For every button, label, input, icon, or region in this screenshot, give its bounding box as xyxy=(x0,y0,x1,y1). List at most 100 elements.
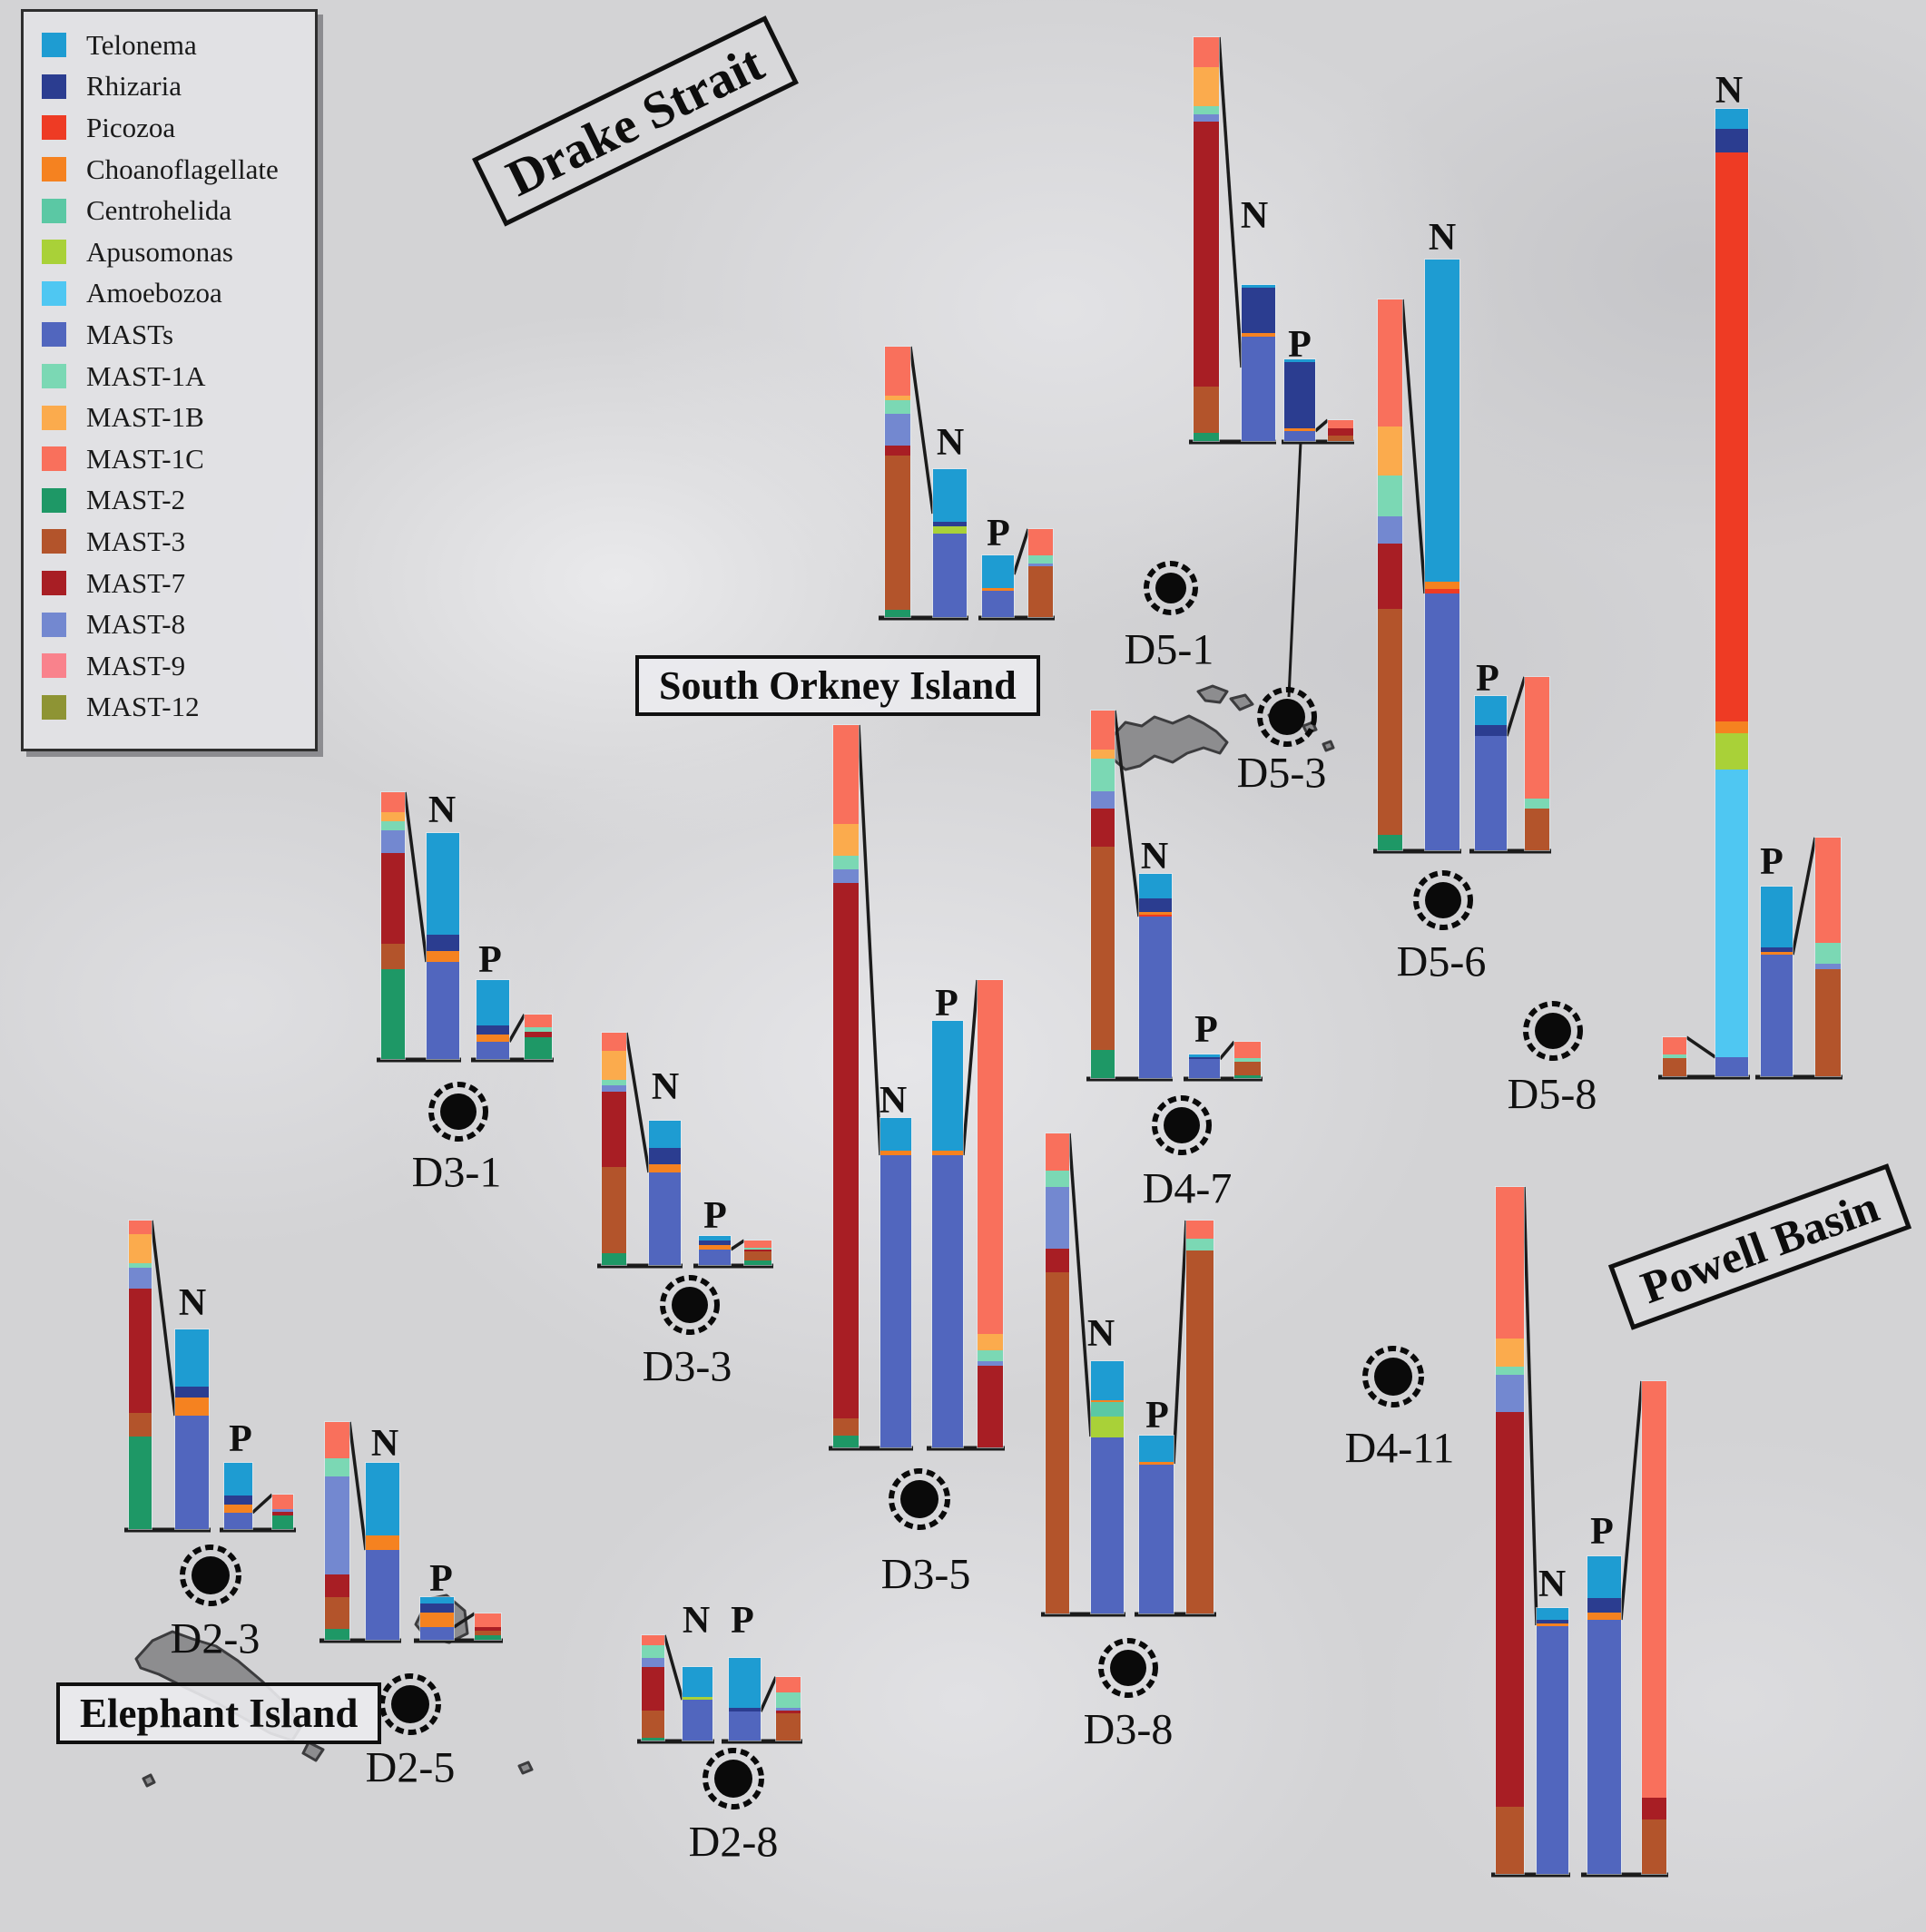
station-dot xyxy=(192,1556,230,1594)
sample-label-D4-11-N: N xyxy=(1538,1564,1567,1605)
bar-segment-MAST-1A xyxy=(381,821,405,831)
legend-swatch-MAST-2 xyxy=(42,487,66,513)
bar-segment-Telonema xyxy=(366,1463,399,1535)
bar-segment-Rhizaria xyxy=(477,1025,509,1035)
bar-segment-MAST-1B xyxy=(1496,1338,1524,1368)
bar-segment-MASTs xyxy=(1284,431,1315,441)
bar-segment-MAST-1C xyxy=(1642,1381,1666,1798)
station-dot-ring xyxy=(1362,1346,1424,1407)
bar-segment-MAST-3 xyxy=(129,1413,152,1437)
bar-segment-MAST-3 xyxy=(325,1596,349,1629)
legend-item-MAST-1C: MAST-1C xyxy=(42,438,315,480)
bar-segment-MAST-7 xyxy=(1378,544,1402,610)
bar-segment-MAST-1C xyxy=(1091,711,1115,750)
bar-segment-MASTs xyxy=(933,534,967,617)
legend-label: MAST-1C xyxy=(86,442,204,475)
bar-segment-MAST-3 xyxy=(1525,809,1549,850)
station-label-D3-1: D3-1 xyxy=(411,1148,502,1197)
bar-segment-Rhizaria xyxy=(427,935,459,951)
station-dot xyxy=(1164,1107,1200,1143)
bar-segment-MASTs xyxy=(880,1155,911,1447)
bar-segment-MAST-8 xyxy=(833,869,859,884)
stacked-bar-D3-3-N-main xyxy=(648,1120,682,1266)
bar-segment-MAST-7 xyxy=(325,1574,349,1597)
station-dot xyxy=(714,1760,752,1798)
bar-segment-MASTs xyxy=(1189,1058,1220,1078)
legend-swatch-MASTs xyxy=(42,322,66,348)
legend-swatch-MAST-7 xyxy=(42,571,66,596)
bar-segment-Telonema xyxy=(224,1463,252,1496)
station-dot xyxy=(440,1093,477,1130)
bar-segment-Picozoa xyxy=(1715,152,1748,721)
legend-label: MASTs xyxy=(86,318,174,350)
bar-segment-MAST-1A xyxy=(1815,942,1841,965)
sample-label-D2-5-P: P xyxy=(429,1558,453,1600)
station-dot-ring xyxy=(660,1275,720,1335)
bar-segment-MAST-1C xyxy=(325,1422,349,1459)
bar-segment-Choanoflagellate xyxy=(982,588,1014,591)
station-dot xyxy=(391,1685,429,1723)
bar-segment-MAST-2 xyxy=(325,1628,349,1640)
bar-segment-MAST-3 xyxy=(776,1713,801,1741)
legend-item-MAST-9: MAST-9 xyxy=(42,645,315,687)
bar-segment-MAST-1C xyxy=(744,1241,771,1249)
sample-label-D5-3-P: P xyxy=(1288,324,1312,366)
bar-segment-Telonema xyxy=(1425,260,1459,582)
bar-segment-MASTs xyxy=(932,1154,963,1447)
bar-segment-MAST-3 xyxy=(1815,968,1841,1076)
mast-expansion-connector-line xyxy=(909,346,935,515)
bar-segment-Choanoflagellate xyxy=(1537,1623,1568,1626)
bar-segment-MASTs xyxy=(1475,736,1507,850)
stacked-bar-D3-1-P-mast xyxy=(524,1014,553,1060)
stacked-bar-D2-5-N-mast xyxy=(324,1421,350,1641)
legend-label: MAST-3 xyxy=(86,525,186,557)
bar-segment-Choanoflagellate xyxy=(932,1150,963,1155)
stacked-bar-D4-7-P-main xyxy=(1188,1054,1221,1079)
legend-label: Apusomonas xyxy=(86,235,233,268)
station-dot-ring xyxy=(1413,870,1473,930)
stacked-bar-D3-8-N-mast xyxy=(1045,1133,1070,1614)
bar-segment-Telonema xyxy=(1242,285,1275,289)
legend-swatch-MAST-9 xyxy=(42,653,66,679)
bar-segment-MAST-2 xyxy=(475,1635,501,1640)
mast-expansion-connector-line xyxy=(1012,528,1030,575)
stacked-bar-D5-6-N-mast xyxy=(1377,299,1403,851)
bar-segment-MAST-1A xyxy=(642,1645,664,1658)
island-shape xyxy=(1322,740,1335,752)
sample-label-D5-1-P: P xyxy=(987,513,1010,554)
bar-segment-Apusomonas xyxy=(1091,1416,1124,1437)
bar-segment-Rhizaria xyxy=(1761,946,1793,953)
bar-segment-MAST-1C xyxy=(1028,529,1053,556)
legend-item-MAST-2: MAST-2 xyxy=(42,480,315,522)
bar-segment-MAST-8 xyxy=(885,413,910,446)
stacked-bar-D5-1-P-main xyxy=(981,554,1015,618)
bar-segment-MAST-1A xyxy=(525,1027,552,1033)
bar-segment-Telonema xyxy=(1189,1054,1220,1057)
stacked-bar-D4-7-P-mast xyxy=(1233,1041,1262,1079)
station-label-D5-3: D5-3 xyxy=(1236,749,1327,798)
bar-segment-Choanoflagellate xyxy=(699,1245,731,1250)
legend-label: Picozoa xyxy=(86,111,176,143)
bar-segment-MASTs xyxy=(1139,1465,1174,1613)
bar-segment-MAST-2 xyxy=(885,609,910,617)
bar-segment-MAST-1C xyxy=(381,792,405,813)
legend-item-MAST-7: MAST-7 xyxy=(42,563,315,604)
bar-segment-MAST-3 xyxy=(381,943,405,969)
bar-segment-MAST-1B xyxy=(978,1333,1003,1350)
bar-segment-Rhizaria xyxy=(1189,1056,1220,1059)
bar-segment-MAST-8 xyxy=(602,1084,626,1093)
bar-segment-Telonema xyxy=(1537,1608,1568,1621)
legend-swatch-Choanoflagellate xyxy=(42,157,66,182)
station-label-D2-3: D2-3 xyxy=(170,1614,260,1663)
legend-label: MAST-9 xyxy=(86,649,186,682)
legend-label: MAST-12 xyxy=(86,691,200,723)
legend-swatch-MAST-3 xyxy=(42,529,66,554)
bar-segment-Choanoflagellate xyxy=(1284,428,1315,432)
bar-segment-MASTs xyxy=(1761,955,1793,1076)
bar-segment-MAST-3 xyxy=(1091,846,1115,1050)
bar-segment-Telonema xyxy=(175,1329,209,1387)
bar-segment-Telonema xyxy=(1284,359,1315,362)
sample-label-D5-6-P: P xyxy=(1476,658,1499,700)
stacked-bar-D2-3-P-mast xyxy=(271,1494,294,1530)
